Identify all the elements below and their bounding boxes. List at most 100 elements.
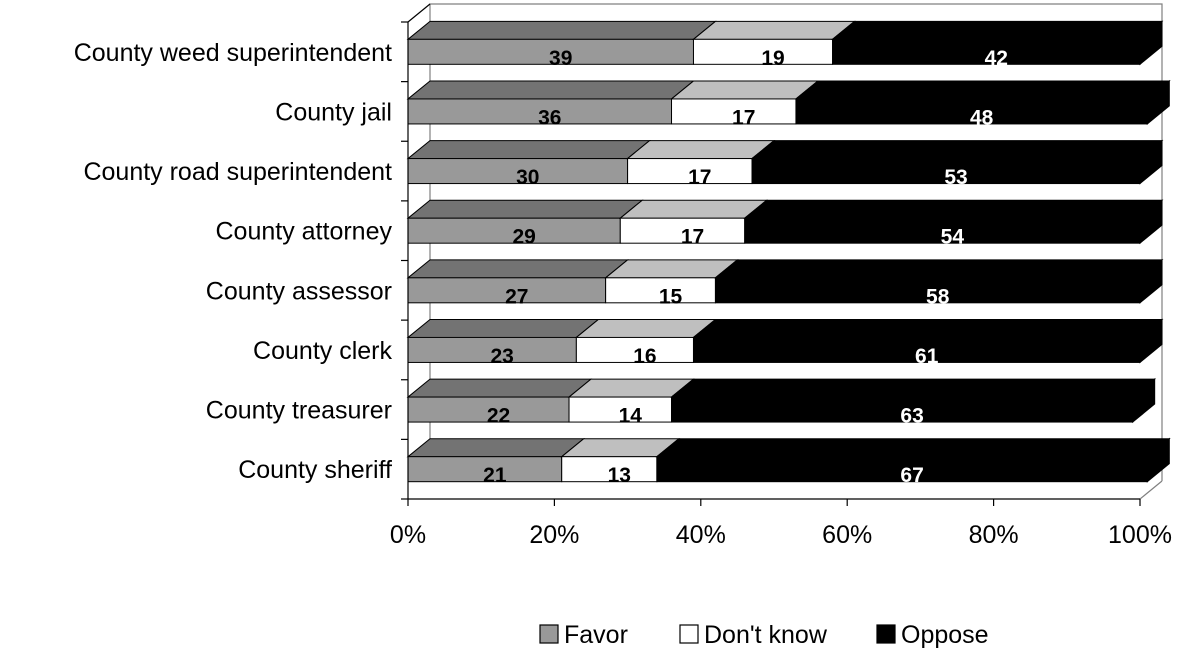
- bar-county-clerk-favor: 23: [406, 318, 600, 368]
- bar-top-county-sheriff-oppose: [655, 438, 1171, 458]
- bars-group: 39 19 42 36 17 48 30 17 53 29 17 54 27 15 58 23 16 61 22 14…: [406, 20, 1171, 487]
- bar-front-county-road-superintendent-oppose: [751, 158, 1141, 185]
- bar-front-county-treasurer-favor: [407, 396, 570, 423]
- data-label-county-clerk-oppose: 61: [915, 345, 939, 368]
- data-label-county-weed-superintendent-favor: 39: [549, 47, 572, 70]
- x-tick-label: 80%: [969, 521, 1019, 549]
- bar-top-county-weed-superintendent-oppose: [831, 20, 1164, 40]
- bar-front-county-sheriff-favor: [407, 456, 563, 483]
- bar-top-county-jail-oppose: [794, 80, 1171, 100]
- bar-front-county-jail-don-t-know: [671, 98, 797, 125]
- bar-top-county-clerk-oppose: [692, 318, 1164, 338]
- data-label-county-treasurer-oppose: 63: [900, 405, 923, 428]
- bar-top-county-clerk-favor: [406, 318, 600, 338]
- bar-front-county-assessor-don-t-know: [605, 277, 716, 304]
- bar-county-clerk-don-t-know: 16: [574, 318, 717, 368]
- bar-front-county-clerk-favor: [407, 336, 577, 363]
- bar-front-county-attorney-oppose: [744, 217, 1141, 244]
- category-label: County treasurer: [206, 397, 392, 425]
- data-label-county-weed-superintendent-oppose: 42: [985, 47, 1008, 70]
- data-label-county-jail-oppose: 48: [970, 106, 994, 129]
- bar-end-county-treasurer: [1132, 378, 1156, 424]
- bar-top-county-assessor-favor: [406, 259, 630, 279]
- legend-item-favor: Favor: [539, 621, 628, 649]
- bar-county-treasurer-oppose: 63: [670, 378, 1157, 428]
- bar-county-sheriff-favor: 21: [406, 438, 586, 487]
- bar-county-treasurer-favor: 22: [406, 378, 593, 428]
- category-label: County weed superintendent: [74, 39, 392, 67]
- bar-county-road-superintendent-favor: 30: [406, 140, 652, 189]
- legend-swatch-don-t-know: [679, 624, 699, 644]
- legend-swatch-favor: [539, 624, 559, 644]
- bar-county-weed-superintendent-oppose: 42: [831, 20, 1164, 70]
- category-label: County assessor: [206, 277, 392, 305]
- bar-end-county-assessor: [1139, 258, 1163, 304]
- bar-county-clerk-oppose: 61: [692, 318, 1164, 368]
- legend-label-oppose: Oppose: [901, 621, 989, 649]
- legend-item-don-t-know: Don't know: [679, 621, 828, 649]
- bar-county-attorney-don-t-know: 17: [618, 199, 769, 249]
- data-label-county-assessor-don-t-know: 15: [659, 285, 683, 308]
- category-label: County sheriff: [238, 456, 392, 484]
- legend-label-favor: Favor: [564, 621, 628, 649]
- data-label-county-jail-favor: 36: [538, 106, 561, 129]
- data-label-county-treasurer-don-t-know: 14: [619, 405, 643, 428]
- bar-top-county-clerk-don-t-know: [574, 318, 717, 338]
- bar-top-county-weed-superintendent-favor: [406, 20, 717, 40]
- side-wall-edge: [407, 3, 431, 23]
- bar-county-weed-superintendent-don-t-know: 19: [692, 20, 856, 70]
- bar-end-county-clerk: [1139, 318, 1163, 364]
- data-label-county-road-superintendent-favor: 30: [516, 166, 539, 189]
- bar-front-county-weed-superintendent-don-t-know: [692, 38, 834, 65]
- bar-county-assessor-oppose: 58: [714, 258, 1164, 308]
- category-label: County clerk: [253, 337, 392, 365]
- floor-edge: [1139, 480, 1163, 500]
- data-label-county-sheriff-don-t-know: 13: [608, 464, 631, 487]
- data-label-county-sheriff-oppose: 67: [900, 464, 923, 487]
- bar-county-road-superintendent-don-t-know: 17: [626, 140, 776, 189]
- bar-top-county-jail-don-t-know: [670, 80, 820, 100]
- data-label-county-assessor-oppose: 58: [926, 285, 950, 308]
- bar-end-county-sheriff: [1146, 437, 1170, 483]
- bar-front-county-weed-superintendent-oppose: [832, 38, 1141, 65]
- legend: Favor Don't know Oppose: [539, 621, 989, 649]
- bar-top-county-assessor-oppose: [714, 259, 1164, 279]
- bar-top-county-attorney-favor: [406, 199, 644, 219]
- bar-top-county-weed-superintendent-don-t-know: [692, 20, 856, 40]
- bar-top-county-treasurer-oppose: [670, 378, 1157, 398]
- axes-group: County weed superintendent County jail Cou…: [74, 21, 1172, 549]
- bar-top-county-attorney-don-t-know: [618, 199, 769, 219]
- data-label-county-road-superintendent-oppose: 53: [944, 166, 967, 189]
- bar-top-county-assessor-don-t-know: [604, 259, 739, 279]
- category-label: County road superintendent: [83, 158, 392, 186]
- data-label-county-road-superintendent-don-t-know: 17: [688, 166, 711, 189]
- bar-end-county-jail: [1146, 79, 1170, 125]
- legend-label-don-t-know: Don't know: [704, 621, 828, 649]
- bar-front-county-attorney-don-t-know: [619, 217, 746, 244]
- bar-county-sheriff-oppose: 67: [655, 437, 1171, 487]
- data-label-county-attorney-oppose: 54: [941, 226, 965, 249]
- x-tick-label: 60%: [822, 521, 872, 549]
- bar-front-county-clerk-oppose: [692, 336, 1141, 363]
- bar-county-assessor-don-t-know: 15: [604, 259, 739, 308]
- category-label: County jail: [275, 98, 392, 126]
- bar-front-county-jail-favor: [407, 98, 673, 125]
- bar-county-jail-don-t-know: 17: [670, 80, 820, 129]
- data-label-county-assessor-favor: 27: [505, 285, 528, 308]
- data-label-county-attorney-don-t-know: 17: [681, 226, 704, 249]
- bar-top-county-sheriff-favor: [406, 438, 586, 458]
- bar-top-county-road-superintendent-favor: [406, 140, 652, 160]
- bar-top-county-road-superintendent-oppose: [750, 140, 1164, 160]
- bar-end-county-road-superintendent: [1139, 139, 1163, 185]
- data-label-county-attorney-favor: 29: [512, 226, 535, 249]
- bar-front-county-clerk-don-t-know: [575, 336, 694, 363]
- bar-top-county-jail-favor: [406, 80, 695, 100]
- bar-front-county-assessor-oppose: [714, 277, 1141, 304]
- data-label-county-treasurer-favor: 22: [487, 405, 510, 428]
- bar-county-attorney-favor: 29: [406, 199, 644, 249]
- legend-swatch-oppose: [876, 624, 896, 644]
- bar-end-county-attorney: [1139, 199, 1163, 245]
- bar-front-county-assessor-favor: [407, 277, 607, 304]
- data-label-county-sheriff-favor: 21: [483, 464, 507, 487]
